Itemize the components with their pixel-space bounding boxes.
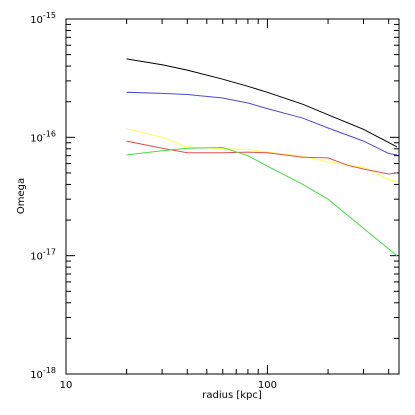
y-axis-title: Omega [16,178,27,214]
x-tick-label: 100 [258,380,277,391]
tick-labels: 10 100 10-15 10-16 10-17 10-18 [30,11,277,391]
y-tick-label: 10-15 [30,11,56,26]
y-tick-label: 10-16 [30,129,56,144]
plot-frame [65,18,400,375]
x-axis-title: radius [kpc] [202,390,262,401]
y-tick-label: 10-17 [30,248,56,263]
series-layer [126,58,398,257]
series-line-3 [126,128,398,183]
axis-ticks [65,18,399,375]
x-tick-label: 10 [60,380,73,391]
series-line-4 [126,140,398,175]
series-line-2 [126,91,398,156]
series-line-5 [126,146,398,257]
series-line-1 [126,58,398,148]
y-tick-label: 10-18 [30,366,56,381]
